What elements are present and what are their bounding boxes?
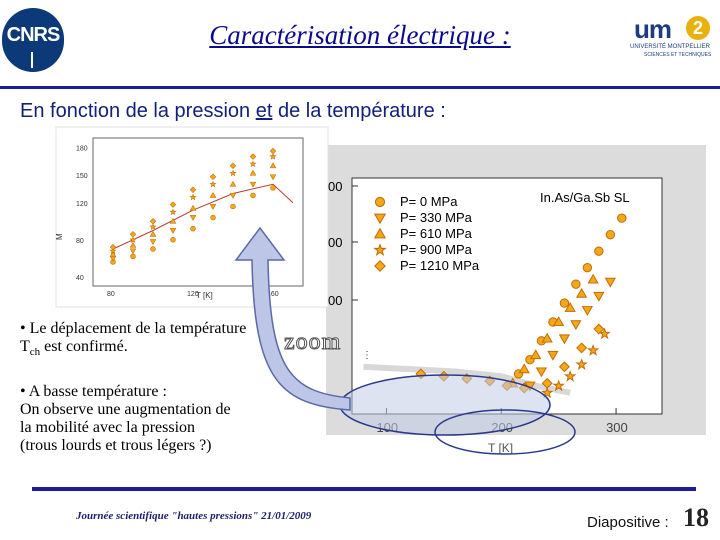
main-point-circle [617, 213, 627, 223]
inset-point-circle [130, 253, 136, 260]
main-plot-xlabel: T [K] [488, 441, 513, 455]
inset-ytick-label: 40 [76, 275, 84, 282]
curved-arrow-icon [234, 226, 351, 411]
main-point-circle [571, 279, 581, 290]
legend-label: P= 610 MPa [400, 226, 473, 241]
main-plot-annotation: In.As/Ga.Sb SL [540, 190, 630, 205]
inset-xtick-label: 160 [267, 291, 279, 298]
main-point-circle [582, 262, 593, 273]
note1-subscript: ch [29, 346, 41, 359]
main-ytick-label: 00 [328, 235, 342, 250]
highlight-ellipse-low-temp [339, 374, 551, 436]
slide-title: Caractérisation électrique : [209, 20, 511, 50]
subtitle-part1: En fonction de la pression [20, 100, 256, 122]
footer-slide-label: Diapositive : [587, 514, 669, 531]
main-plot-frame [351, 177, 663, 415]
main-ytick-label: 00 [328, 179, 342, 194]
inset-xtick-label: 120 [187, 291, 199, 298]
inset-plot: 80 120 160 40 80 120 150 180 M T [K] [55, 126, 329, 308]
main-plot-ellipsis: ⋮ [362, 350, 372, 361]
zoom-label: zoom [283, 329, 342, 356]
inset-point-circle [270, 185, 276, 191]
inset-xlabel: T [K] [196, 291, 213, 300]
um2-logo-badge: 2 [686, 16, 710, 40]
inset-ytick-label: 180 [76, 145, 88, 152]
main-point-circle [594, 246, 604, 256]
legend-label: P= 330 MPa [400, 210, 473, 225]
note1-prefix: • Le déplacement de la température T [20, 320, 247, 355]
legend-label: P= 900 MPa [400, 242, 473, 257]
highlight-ellipse-axis [434, 409, 576, 455]
cnrs-logo-bar [31, 52, 33, 68]
cnrs-logo-icon: CNRS [2, 8, 64, 72]
inset-ytick-label: 150 [76, 173, 88, 180]
inset-point-circle [250, 192, 256, 199]
main-point-circle [605, 229, 616, 240]
note2-line4: (trous lourds et trous légers ?) [20, 437, 212, 454]
main-ytick-label: 00 [328, 293, 342, 308]
inset-ticks: 80 120 160 40 80 120 150 180 [76, 145, 279, 298]
footer-slide-number: 18 [683, 503, 709, 532]
legend-marker-circle [374, 196, 386, 208]
inset-point-circle [210, 214, 216, 221]
note-low-temp: • A basse température : On observe une a… [20, 383, 260, 455]
inset-ylabel: M [55, 233, 64, 240]
subtitle-part2: et [255, 100, 273, 122]
inset-xtick-label: 80 [107, 291, 115, 298]
um2-logo-icon: um 2 UNIVERSITÉ MONTPELLIER SCIENCES ET … [628, 14, 720, 64]
main-point-circle [559, 298, 570, 308]
note-tch: • Le déplacement de la température Tch e… [20, 320, 255, 361]
footer-divider [32, 487, 696, 491]
inset-point-circle [150, 246, 156, 252]
um2-logo-line1: UNIVERSITÉ MONTPELLIER [630, 44, 711, 50]
inset-curve [112, 183, 294, 250]
footer-event: Journée scientifique "hautes pressions" … [76, 510, 312, 522]
inset-ytick-label: 80 [76, 238, 84, 245]
um2-logo-line2: SCIENCES ET TECHNIQUES [644, 52, 712, 58]
note2-line2: On observe une augmentation de [20, 401, 231, 418]
inset-frame [92, 137, 304, 287]
inset-point-circle [230, 203, 236, 210]
cnrs-logo-text: CNRS [6, 24, 61, 46]
header-divider [0, 86, 720, 89]
inset-ytick-label: 120 [76, 201, 88, 208]
main-xtick-label: 300 [606, 420, 628, 435]
note1-suffix: est confirmé. [40, 338, 128, 355]
subtitle-part3: de la température : [272, 100, 446, 122]
note2-line3: la mobilité avec la pression [20, 419, 196, 436]
slide-subtitle: En fonction de la pression et de la temp… [20, 100, 446, 123]
um2-logo-mark: um [634, 14, 672, 44]
main-background-curve [363, 363, 571, 396]
inset-point-circle [170, 236, 176, 243]
inset-point-circle [190, 225, 196, 232]
note2-line1: • A basse température : [20, 383, 167, 400]
legend-label: P= 1210 MPa [400, 258, 480, 273]
legend-label: P= 0 MPa [400, 194, 458, 209]
